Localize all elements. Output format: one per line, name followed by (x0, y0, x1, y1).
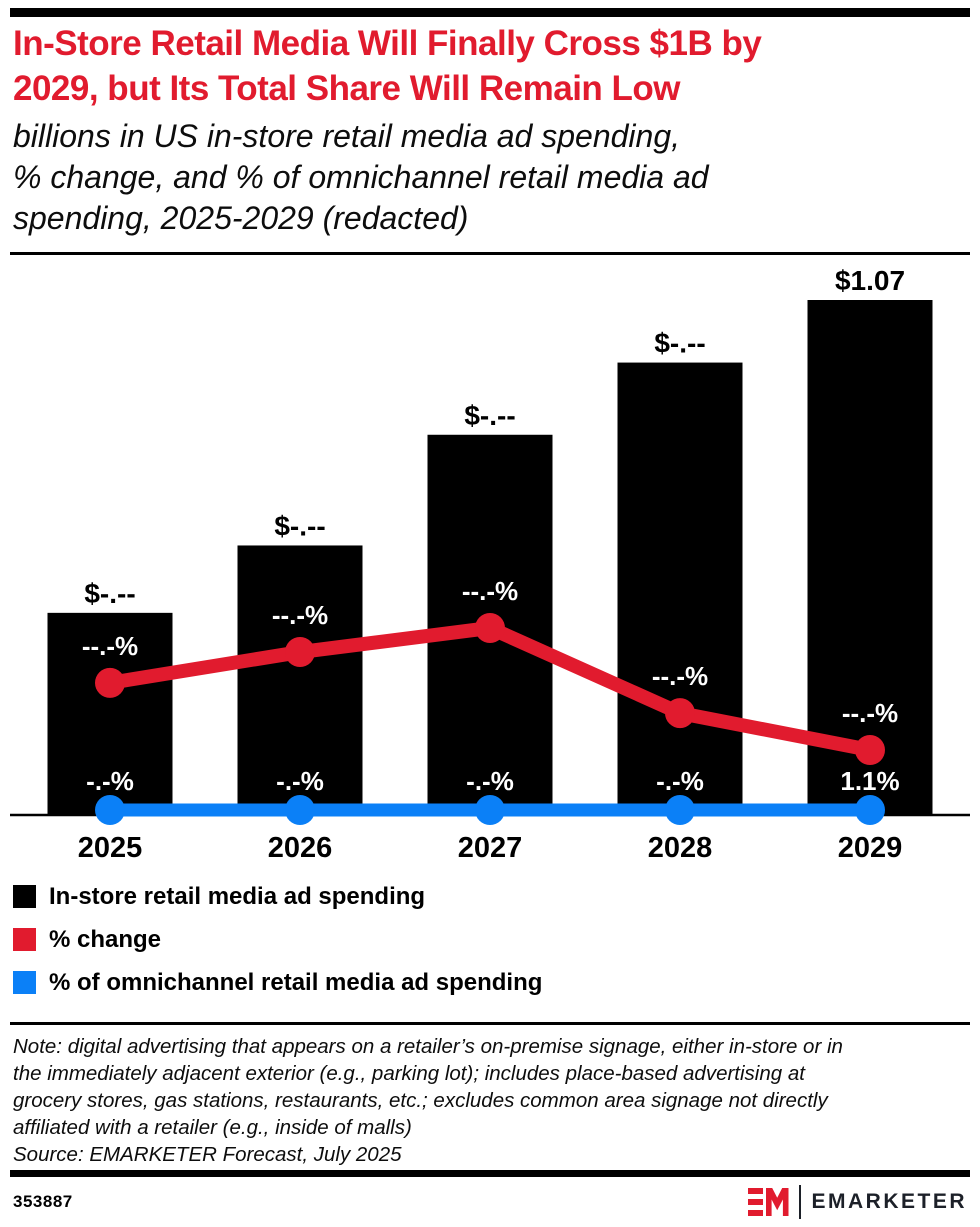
legend-label: % change (49, 925, 162, 953)
legend-label: % of omnichannel retail media ad spendin… (49, 968, 543, 996)
legend-swatch-pct-omnichannel-icon (13, 971, 36, 994)
pct-omnichannel-point-2029 (855, 794, 885, 825)
bar-2028 (617, 362, 743, 815)
pct-change-point-2025 (95, 667, 125, 698)
bar-value-label-2028: $-.-- (654, 328, 705, 359)
pct-change-value-label-2026: --.-% (272, 600, 328, 630)
pct-change-point-2027 (475, 612, 505, 643)
top-rule (10, 8, 970, 17)
pct-omnichannel-value-label-2026: -.-% (276, 766, 324, 796)
pct-change-point-2028 (665, 698, 695, 729)
pct-omnichannel-value-label-2029: 1.1% (840, 766, 899, 796)
legend-item-pct-omnichannel: % of omnichannel retail media ad spendin… (13, 968, 543, 996)
bar-2029 (807, 300, 933, 815)
chart-legend: In-store retail media ad spending % chan… (13, 882, 543, 1014)
chart-title: In-Store Retail Media Will Finally Cross… (13, 24, 762, 108)
pct-change-point-2026 (285, 637, 315, 668)
bar-value-label-2027: $-.-- (464, 400, 515, 431)
note-text: Note: digital advertising that appears o… (13, 1035, 843, 1139)
pct-change-value-label-2029: --.-% (842, 698, 898, 728)
note-divider (10, 1022, 970, 1025)
pct-omnichannel-value-label-2025: -.-% (86, 766, 134, 796)
bar-value-label-2026: $-.-- (274, 510, 325, 541)
x-axis-label-2025: 2025 (78, 832, 143, 864)
x-axis-label-2028: 2028 (648, 832, 713, 864)
emarketer-wordmark: EMARKETER (811, 1189, 967, 1213)
legend-label: In-store retail media ad spending (49, 882, 426, 910)
chart-subtitle: billions in US in-store retail media ad … (13, 118, 709, 236)
bar-value-label-2025: $-.-- (84, 578, 135, 609)
pct-change-value-label-2025: --.-% (82, 631, 138, 661)
emarketer-logo: EMARKETER (747, 1183, 967, 1220)
legend-item-in-store-spending: In-store retail media ad spending (13, 882, 542, 910)
legend-swatch-pct-change-icon (13, 928, 36, 951)
pct-omnichannel-point-2028 (665, 794, 695, 825)
legend-item-pct-change: % change (13, 925, 542, 953)
logo-divider (798, 1184, 802, 1219)
legend-swatch-bar-icon (13, 885, 36, 908)
x-axis-label-2027: 2027 (458, 832, 523, 864)
bar-2026 (237, 545, 363, 815)
header-divider (10, 252, 970, 255)
pct-change-point-2029 (855, 735, 885, 766)
x-axis-label-2029: 2029 (838, 832, 903, 864)
bar-2025 (47, 612, 173, 815)
chart-id: 353887 (13, 1192, 73, 1211)
source-text: Source: EMARKETER Forecast, July 2025 (13, 1143, 402, 1166)
pct-change-value-label-2028: --.-% (652, 661, 708, 691)
bar-value-label-2029: $1.07 (835, 265, 905, 296)
pct-change-value-label-2027: --.-% (462, 576, 518, 606)
pct-omnichannel-point-2025 (95, 794, 125, 825)
x-axis-label-2026: 2026 (268, 832, 333, 864)
chart-canvas: $-.-- $-.-- $-.-- $-.-- $1.07 --.-% --.-% --.-%… (10, 265, 970, 864)
emarketer-em-monogram-icon (747, 1187, 789, 1216)
pct-omnichannel-value-label-2028: -.-% (656, 766, 704, 796)
footer-rule (10, 1170, 970, 1177)
pct-omnichannel-point-2026 (285, 794, 315, 825)
pct-omnichannel-value-label-2027: -.-% (466, 766, 514, 796)
pct-omnichannel-point-2027 (475, 794, 505, 825)
